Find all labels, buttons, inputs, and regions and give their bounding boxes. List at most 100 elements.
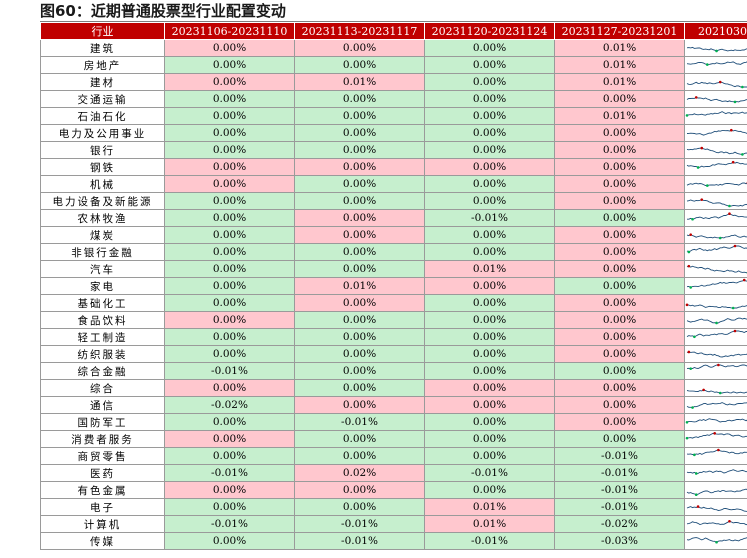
change-cell-week-3: 0.00% xyxy=(424,73,555,91)
trend-sparkline xyxy=(686,317,747,325)
sparkline-low-marker xyxy=(718,236,722,240)
trend-sparkline xyxy=(686,402,747,409)
change-cell-week-1: 0.00% xyxy=(164,413,295,431)
sparkline-path xyxy=(686,364,747,370)
change-cell-week-2: 0.00% xyxy=(294,498,425,516)
sparkline-path xyxy=(687,213,747,220)
change-cell-week-3: -0.01% xyxy=(424,464,555,482)
trend-sparkline xyxy=(686,46,747,53)
industry-cell: 商贸零售 xyxy=(40,447,165,465)
trend-sparkline-cell xyxy=(684,311,747,329)
trend-sparkline-cell xyxy=(684,209,747,227)
industry-cell: 通信 xyxy=(40,396,165,414)
change-cell-week-1: 0.00% xyxy=(164,277,295,295)
industry-cell: 综合 xyxy=(40,379,165,397)
table-row: 钢铁 0.00% 0.00% 0.00% 0.00% xyxy=(40,158,747,176)
sparkline-path xyxy=(686,330,747,338)
sparkline-path xyxy=(686,351,747,358)
industry-cell: 消费者服务 xyxy=(40,430,165,448)
table-row: 综合金融 -0.01% 0.00% 0.00% 0.00% xyxy=(40,362,747,380)
change-cell-week-1: -0.01% xyxy=(164,464,295,482)
industry-cell: 建筑 xyxy=(40,39,165,57)
trend-sparkline xyxy=(686,469,747,475)
trend-sparkline xyxy=(686,244,747,254)
change-cell-week-4: 0.01% xyxy=(554,39,685,57)
table-row: 建材 0.00% 0.01% 0.00% 0.01% xyxy=(40,73,747,91)
industry-cell: 建材 xyxy=(40,73,165,91)
industry-cell: 传媒 xyxy=(40,532,165,550)
table-row: 汽车 0.00% 0.00% 0.01% 0.00% xyxy=(40,260,747,278)
sparkline-path xyxy=(686,418,747,423)
sparkline-path xyxy=(686,245,747,253)
change-cell-week-1: 0.00% xyxy=(164,73,295,91)
trend-sparkline xyxy=(686,146,747,156)
table-row: 医药 -0.01% 0.02% -0.01% -0.01% xyxy=(40,464,747,482)
sparkline-high-marker xyxy=(700,198,704,201)
change-cell-week-1: 0.00% xyxy=(164,209,295,227)
allocation-table: 行业 20231106-20231110 20231113-20231117 2… xyxy=(40,22,747,550)
trend-sparkline-cell xyxy=(684,396,747,414)
change-cell-week-4: 0.00% xyxy=(554,430,685,448)
change-cell-week-4: 0.00% xyxy=(554,90,685,108)
industry-cell: 电力设备及新能源 xyxy=(40,192,165,210)
table-row: 石油石化 0.00% 0.00% 0.00% 0.01% xyxy=(40,107,747,125)
sparkline-low-marker xyxy=(715,540,718,544)
change-cell-week-2: 0.00% xyxy=(294,379,425,397)
change-cell-week-2: 0.00% xyxy=(294,294,425,312)
change-cell-week-1: 0.00% xyxy=(164,56,295,74)
industry-cell: 农林牧渔 xyxy=(40,209,165,227)
trend-sparkline xyxy=(687,212,747,221)
sparkline-path xyxy=(686,81,747,88)
sparkline-path xyxy=(686,449,747,456)
sparkline-high-marker xyxy=(687,264,691,268)
change-cell-week-2: 0.00% xyxy=(294,39,425,57)
change-cell-week-4: 0.00% xyxy=(554,141,685,159)
industry-cell: 房地产 xyxy=(40,56,165,74)
change-cell-week-2: 0.00% xyxy=(294,107,425,125)
change-cell-week-2: -0.01% xyxy=(294,515,425,533)
change-cell-week-3: 0.00% xyxy=(424,328,555,346)
change-cell-week-2: 0.00% xyxy=(294,90,425,108)
change-cell-week-2: 0.01% xyxy=(294,73,425,91)
trend-sparkline-cell xyxy=(684,158,747,176)
change-cell-week-4: -0.01% xyxy=(554,498,685,516)
table-row: 家电 0.00% 0.01% 0.00% 0.00% xyxy=(40,277,747,295)
sparkline-low-marker xyxy=(741,85,744,89)
change-cell-week-2: 0.00% xyxy=(294,56,425,74)
change-cell-week-2: 0.01% xyxy=(294,277,425,295)
trend-sparkline-cell xyxy=(684,124,747,142)
change-cell-week-1: -0.01% xyxy=(164,362,295,380)
change-cell-week-3: 0.00% xyxy=(424,277,555,295)
change-cell-week-4: 0.00% xyxy=(554,158,685,176)
change-cell-week-3: 0.00% xyxy=(424,39,555,57)
industry-cell: 银行 xyxy=(40,141,165,159)
trend-sparkline-cell xyxy=(684,141,747,159)
sparkline-low-marker xyxy=(731,306,735,310)
change-cell-week-3: 0.00% xyxy=(424,158,555,176)
trend-sparkline xyxy=(686,278,747,289)
trend-sparkline xyxy=(686,61,747,66)
industry-cell: 纺织服装 xyxy=(40,345,165,363)
change-cell-week-3: 0.01% xyxy=(424,515,555,533)
change-cell-week-1: -0.02% xyxy=(164,396,295,414)
change-cell-week-1: 0.00% xyxy=(164,481,295,499)
change-cell-week-2: 0.02% xyxy=(294,464,425,482)
trend-sparkline xyxy=(686,233,747,240)
trend-sparkline-cell xyxy=(684,294,747,312)
change-cell-week-2: 0.00% xyxy=(294,328,425,346)
sparkline-path xyxy=(686,129,747,136)
change-cell-week-1: 0.00% xyxy=(164,294,295,312)
footer-source xyxy=(40,549,740,558)
change-cell-week-4: -0.03% xyxy=(554,532,685,550)
header-week-1: 20231106-20231110 xyxy=(164,22,295,40)
industry-cell: 食品饮料 xyxy=(40,311,165,329)
change-cell-week-3: 0.00% xyxy=(424,430,555,448)
trend-sparkline-cell xyxy=(684,328,747,346)
sparkline-low-marker xyxy=(694,472,698,475)
sparkline-path xyxy=(686,506,747,512)
change-cell-week-1: 0.00% xyxy=(164,141,295,159)
trend-sparkline-cell xyxy=(684,243,747,261)
trend-sparkline xyxy=(686,505,747,512)
trend-sparkline-cell xyxy=(684,498,747,516)
trend-sparkline-cell xyxy=(684,532,747,550)
